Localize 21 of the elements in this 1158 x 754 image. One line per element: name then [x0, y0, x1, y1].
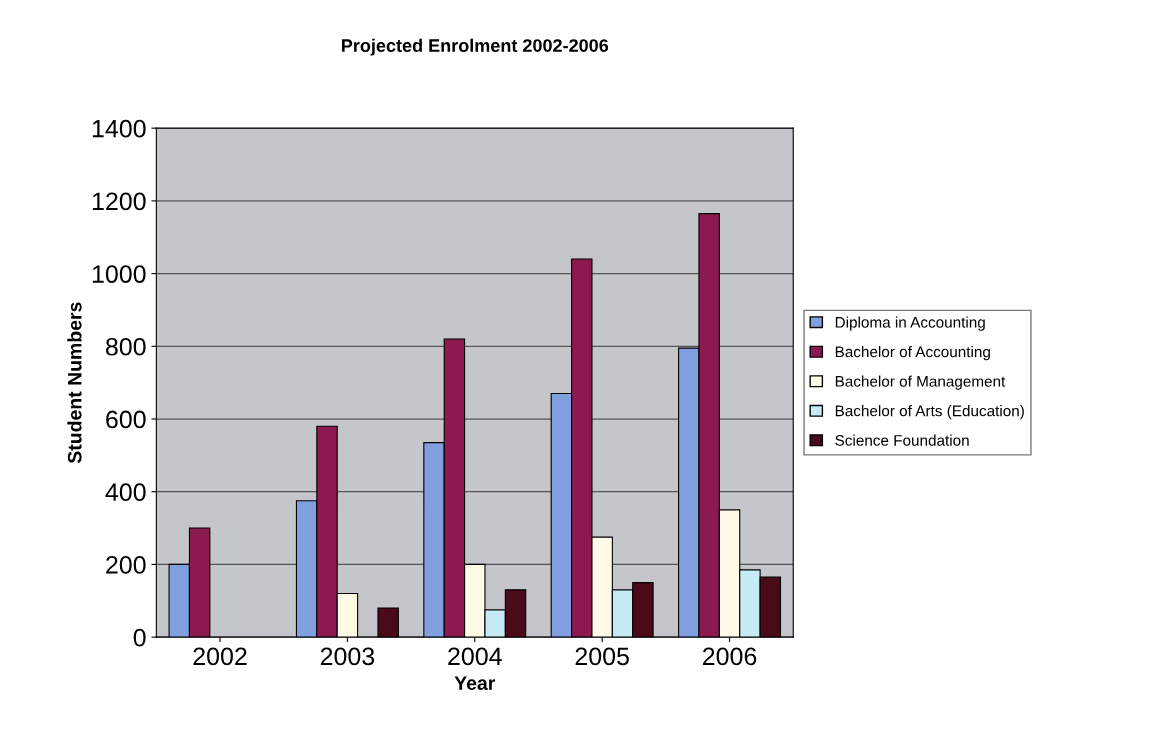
legend-label: Bachelor of Accounting	[835, 346, 990, 361]
x-tick-label: 2005	[575, 647, 629, 666]
x-tick-label: 2003	[320, 647, 375, 666]
y-tick-label: 200	[106, 556, 146, 574]
x-tick-label: 2006	[702, 647, 757, 666]
y-tick-label: 800	[105, 337, 146, 356]
y-tick-label: 400	[105, 483, 146, 502]
x-axis-title: Year	[454, 676, 496, 690]
y-tick-label: 0	[133, 628, 146, 647]
y-axis-title: Student Numbers	[67, 302, 82, 464]
x-tick-label: 2004	[448, 647, 502, 666]
y-tick-label: 600	[106, 410, 146, 429]
legend-label: Bachelor of Arts (Education)	[835, 405, 1024, 420]
legend-label: Science Foundation	[835, 434, 969, 446]
y-tick-label: 1200	[92, 192, 146, 211]
y-tick-label: 1000	[92, 265, 146, 283]
legend-label: Bachelor of Management	[835, 375, 1006, 390]
legend-label: Diploma in Accounting	[835, 316, 985, 331]
x-tick-label: 2002	[193, 647, 247, 666]
chart-title: Projected Enrolment 2002-2006	[342, 38, 609, 56]
y-tick-label: 1400	[92, 119, 146, 138]
